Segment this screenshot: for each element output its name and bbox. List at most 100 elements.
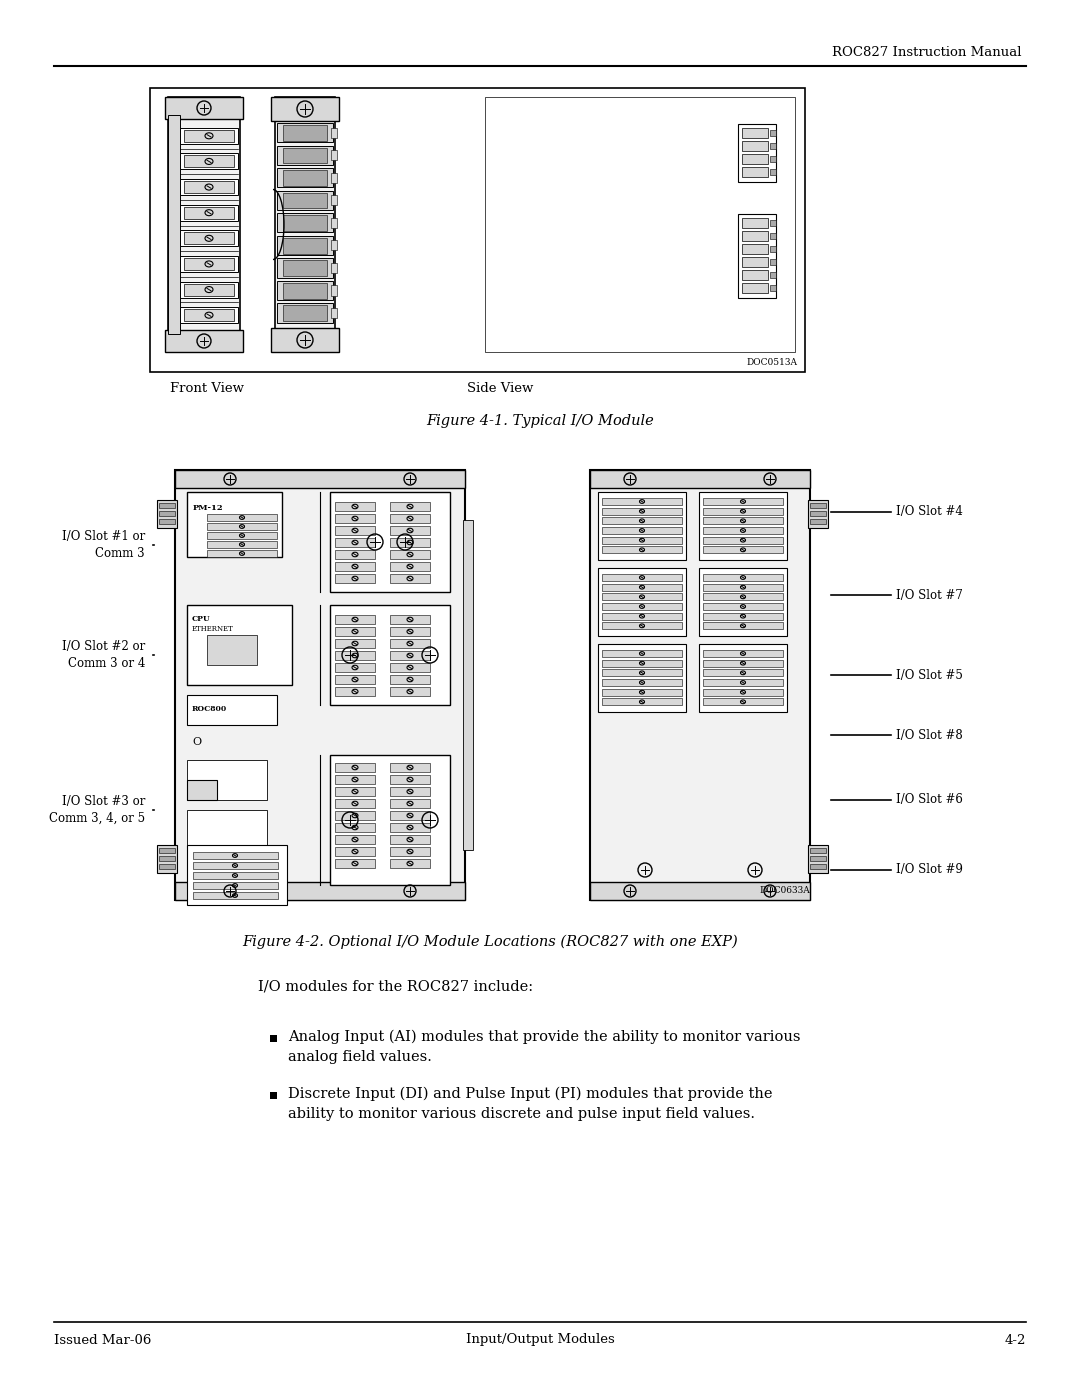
- Text: Issued Mar-06: Issued Mar-06: [54, 1334, 151, 1347]
- Bar: [159, 503, 175, 509]
- Bar: [742, 129, 768, 138]
- Bar: [330, 754, 450, 886]
- Text: DOC0633A: DOC0633A: [759, 886, 810, 895]
- Bar: [180, 231, 238, 246]
- Bar: [335, 562, 375, 571]
- Text: I/O Slot #8: I/O Slot #8: [896, 728, 962, 742]
- Bar: [180, 205, 238, 221]
- Bar: [187, 810, 267, 849]
- Text: I/O modules for the ROC827 include:: I/O modules for the ROC827 include:: [258, 981, 534, 995]
- Bar: [275, 96, 335, 352]
- Bar: [770, 142, 777, 149]
- Bar: [184, 232, 234, 244]
- Bar: [207, 550, 276, 557]
- Bar: [390, 823, 430, 833]
- Bar: [742, 168, 768, 177]
- Bar: [180, 307, 238, 323]
- Bar: [335, 859, 375, 868]
- Bar: [276, 190, 333, 210]
- Bar: [390, 775, 430, 784]
- Bar: [602, 594, 681, 601]
- Bar: [207, 522, 276, 529]
- Bar: [168, 115, 180, 334]
- Bar: [180, 154, 238, 169]
- Text: 4-2: 4-2: [1004, 1334, 1026, 1347]
- Bar: [283, 260, 327, 277]
- Bar: [390, 687, 430, 696]
- Bar: [330, 149, 337, 161]
- Bar: [703, 669, 783, 676]
- Bar: [159, 848, 175, 854]
- Bar: [180, 282, 238, 298]
- Bar: [770, 258, 777, 265]
- Bar: [810, 511, 826, 515]
- Bar: [335, 514, 375, 522]
- Bar: [283, 124, 327, 141]
- Bar: [810, 856, 826, 861]
- Bar: [390, 514, 430, 522]
- Bar: [270, 1035, 276, 1042]
- Bar: [175, 469, 465, 900]
- Bar: [335, 615, 375, 624]
- Bar: [390, 502, 430, 511]
- Bar: [193, 862, 278, 869]
- Bar: [187, 492, 282, 557]
- Text: I/O Slot #6: I/O Slot #6: [896, 793, 963, 806]
- Bar: [283, 282, 327, 299]
- Bar: [335, 799, 375, 807]
- Bar: [157, 845, 177, 873]
- Bar: [703, 679, 783, 686]
- Text: CPU: CPU: [192, 615, 211, 623]
- Text: ROC827 Instruction Manual: ROC827 Instruction Manual: [833, 46, 1022, 59]
- Bar: [184, 207, 234, 219]
- Bar: [810, 520, 826, 524]
- Bar: [330, 263, 337, 272]
- Bar: [699, 492, 787, 560]
- Bar: [390, 664, 430, 672]
- Bar: [703, 689, 783, 696]
- Bar: [165, 330, 243, 352]
- Bar: [390, 859, 430, 868]
- Bar: [390, 562, 430, 571]
- Bar: [276, 214, 333, 232]
- Bar: [335, 775, 375, 784]
- Bar: [184, 155, 234, 168]
- Bar: [602, 689, 681, 696]
- Bar: [770, 130, 777, 136]
- Bar: [703, 613, 783, 620]
- Bar: [335, 687, 375, 696]
- Bar: [602, 497, 681, 504]
- Bar: [390, 812, 430, 820]
- Bar: [602, 698, 681, 705]
- Bar: [180, 127, 238, 144]
- Bar: [335, 651, 375, 659]
- Bar: [157, 500, 177, 528]
- Bar: [390, 615, 430, 624]
- Bar: [602, 679, 681, 686]
- Bar: [463, 520, 473, 849]
- Bar: [703, 622, 783, 629]
- Bar: [150, 88, 805, 372]
- Bar: [602, 517, 681, 524]
- Bar: [276, 145, 333, 165]
- Bar: [770, 272, 777, 278]
- Bar: [810, 863, 826, 869]
- Bar: [602, 546, 681, 553]
- Bar: [808, 845, 828, 873]
- Bar: [283, 237, 327, 254]
- Bar: [602, 669, 681, 676]
- Bar: [390, 835, 430, 844]
- Bar: [390, 847, 430, 856]
- Bar: [810, 848, 826, 854]
- Bar: [276, 236, 333, 254]
- Text: ROC800: ROC800: [192, 705, 227, 712]
- Bar: [175, 882, 465, 900]
- Bar: [193, 852, 278, 859]
- Bar: [770, 169, 777, 175]
- Bar: [390, 627, 430, 636]
- Bar: [390, 538, 430, 548]
- Bar: [330, 307, 337, 319]
- Bar: [390, 651, 430, 659]
- Bar: [184, 258, 234, 270]
- Bar: [738, 124, 777, 182]
